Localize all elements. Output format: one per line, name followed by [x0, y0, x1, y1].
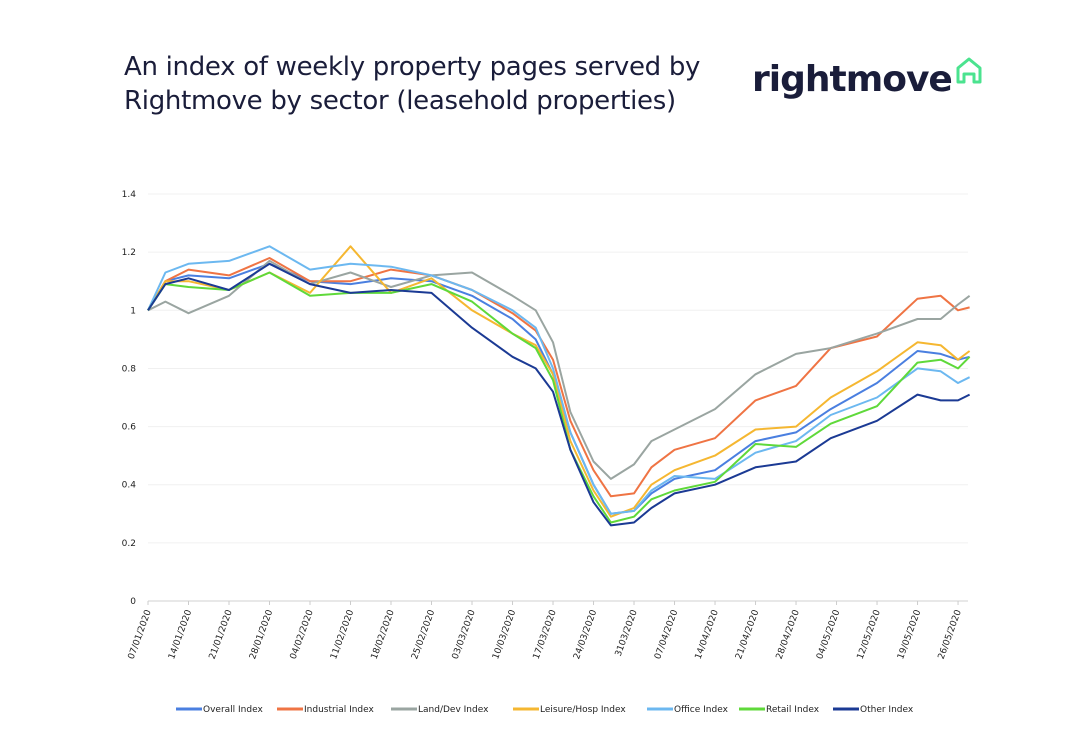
x-tick-label: 12/05/2020 [856, 608, 883, 660]
x-tick-label: 10/03/2020 [491, 608, 518, 660]
legend-label: Overall Index [203, 705, 263, 715]
legend-label: Other Index [860, 705, 914, 715]
series-line-leisure-hosp-index [147, 245, 971, 518]
y-tick-label: 1 [130, 306, 136, 316]
x-tick-label: 19/05/2020 [896, 608, 923, 660]
legend-label: Retail Index [766, 705, 820, 715]
x-tick-label: 07/04/2020 [653, 608, 680, 660]
house-icon [956, 57, 982, 84]
x-tick-label: 21/01/2020 [208, 608, 235, 660]
series-line-land-dev-index [147, 259, 971, 480]
x-tick-label: 18/02/2020 [370, 608, 397, 660]
y-tick-label: 0.4 [122, 481, 137, 491]
chart-title: An index of weekly property pages served… [124, 52, 701, 116]
legend-label: Leisure/Hosp Index [540, 705, 626, 715]
x-tick-label: 14/01/2020 [167, 608, 194, 660]
x-tick-label: 24/03/2020 [572, 608, 599, 660]
series-line-office-index [147, 245, 971, 515]
x-tick-label: 25/02/2020 [410, 608, 437, 660]
logo-text: rightmove [752, 59, 953, 100]
x-tick-label: 28/04/2020 [775, 608, 802, 660]
x-tick-label: 28/01/2020 [248, 608, 275, 660]
legend-label: Land/Dev Index [418, 705, 489, 715]
y-tick-label: 0.8 [122, 364, 137, 374]
y-tick-label: 0.6 [122, 423, 137, 433]
series-line-other-index [147, 262, 971, 527]
y-tick-label: 1.4 [122, 190, 137, 200]
series-line-retail-index [147, 271, 971, 524]
x-tick-label: 21/04/2020 [734, 608, 761, 660]
x-tick-label: 26/05/2020 [937, 608, 964, 660]
y-tick-label: 1.2 [122, 248, 136, 258]
y-tick-label: 0.2 [122, 539, 136, 549]
series-line-industrial-index [147, 257, 970, 498]
x-tick-label: 04/02/2020 [289, 608, 316, 660]
x-tick-label: 04/05/2020 [815, 608, 842, 660]
x-tick-label: 07/01/2020 [127, 608, 154, 660]
x-tick-label: 3103/2020 [614, 608, 640, 658]
x-tick-label: 14/04/2020 [694, 608, 721, 660]
x-tick-label: 17/03/2020 [532, 608, 559, 660]
legend-label: Industrial Index [304, 705, 375, 715]
x-tick-label: 11/02/2020 [329, 608, 356, 660]
y-tick-label: 0 [130, 597, 136, 607]
legend-label: Office Index [674, 705, 729, 715]
x-tick-label: 03/03/2020 [451, 608, 478, 660]
rightmove-logo: rightmove [752, 56, 984, 100]
